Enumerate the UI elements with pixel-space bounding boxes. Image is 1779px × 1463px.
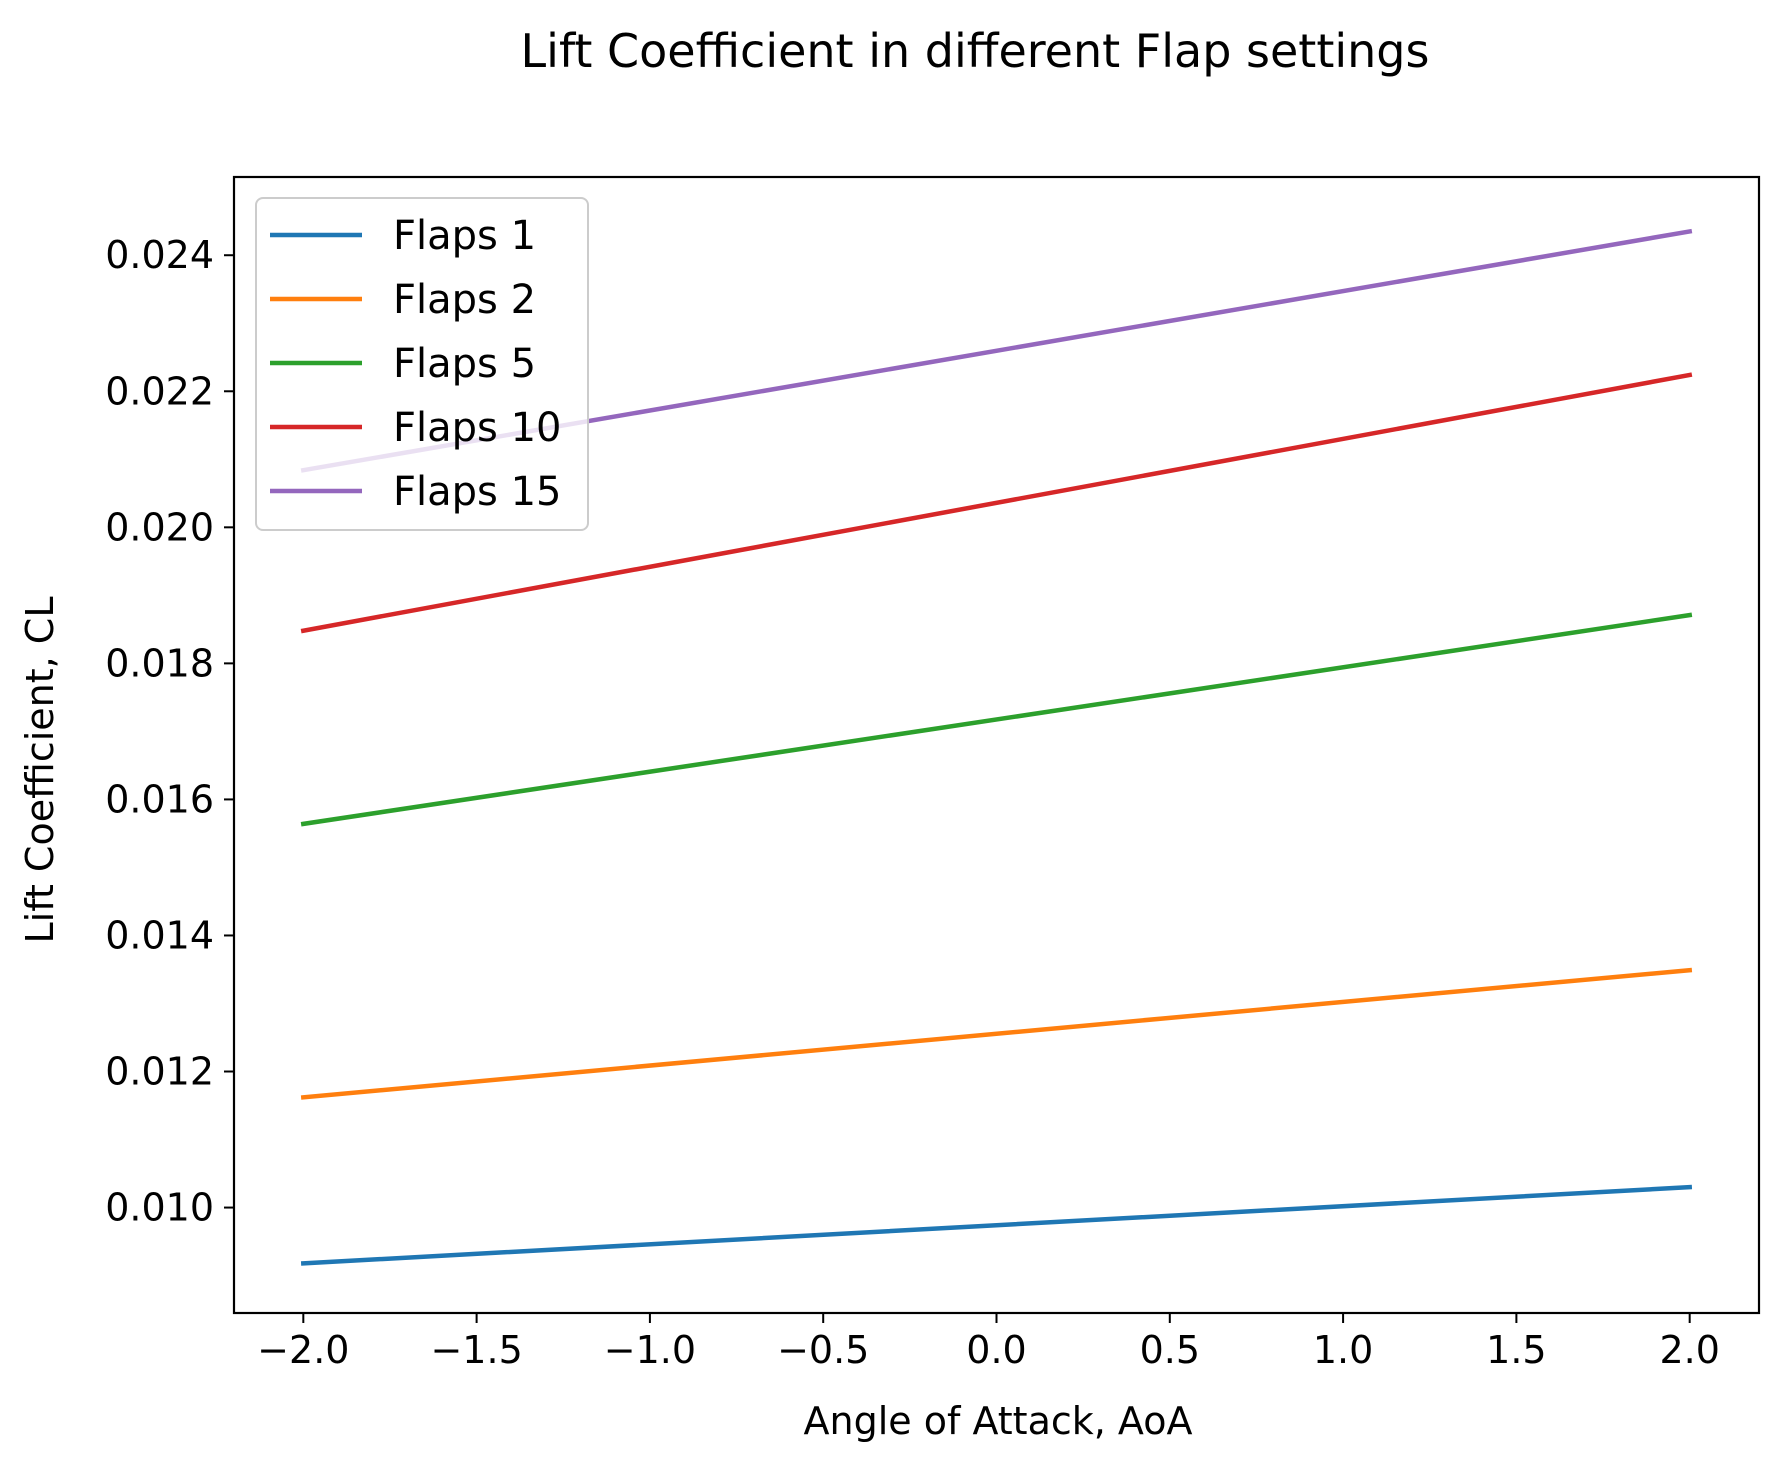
y-tick-label: 0.022 — [105, 369, 214, 413]
legend-label-flaps-2: Flaps 2 — [393, 277, 536, 323]
x-tick-label: 0.0 — [966, 1328, 1026, 1372]
series-line-flaps-10 — [300, 372, 1693, 634]
series-line-flaps-5 — [300, 612, 1693, 827]
x-tick-label: −0.5 — [777, 1328, 869, 1372]
x-tick-label: 0.5 — [1140, 1328, 1200, 1372]
x-tick-label: 1.5 — [1486, 1328, 1546, 1372]
y-tick-label: 0.018 — [105, 641, 214, 685]
series-line-flaps-1 — [300, 1184, 1693, 1266]
x-tick-label: 2.0 — [1659, 1328, 1719, 1372]
legend-label-flaps-15: Flaps 15 — [393, 469, 561, 515]
series-line-flaps-2 — [300, 967, 1693, 1100]
legend-box — [255, 197, 589, 531]
x-tick-label: 1.0 — [1313, 1328, 1373, 1372]
x-tick-label: −1.5 — [430, 1328, 522, 1372]
legend: Flaps 1 Flaps 2 Flaps 5 Flaps 10 Flaps 15 — [255, 197, 589, 531]
x-axis-label: Angle of Attack, AoA — [804, 1399, 1193, 1443]
y-tick-label: 0.014 — [105, 913, 214, 957]
x-tick-label: −1.0 — [604, 1328, 696, 1372]
x-tick-label: −2.0 — [257, 1328, 349, 1372]
x-axis: −2.0 −1.5 −1.0 −0.5 0.0 0.5 1.0 1.5 2.0 — [257, 1313, 1720, 1372]
y-tick-label: 0.016 — [105, 777, 214, 821]
legend-label-flaps-10: Flaps 10 — [393, 405, 561, 451]
y-tick-label: 0.012 — [105, 1050, 214, 1094]
y-tick-label: 0.010 — [105, 1186, 214, 1230]
chart-title: Lift Coefficient in different Flap setti… — [521, 24, 1430, 78]
y-axis-label: Lift Coefficient, CL — [18, 597, 62, 944]
y-axis: 0.010 0.012 0.014 0.016 0.018 0.020 0.022 0.024 — [105, 233, 234, 1230]
legend-label-flaps-5: Flaps 5 — [393, 341, 536, 387]
legend-label-flaps-1: Flaps 1 — [393, 213, 536, 259]
y-tick-label: 0.024 — [105, 233, 214, 277]
y-tick-label: 0.020 — [105, 505, 214, 549]
